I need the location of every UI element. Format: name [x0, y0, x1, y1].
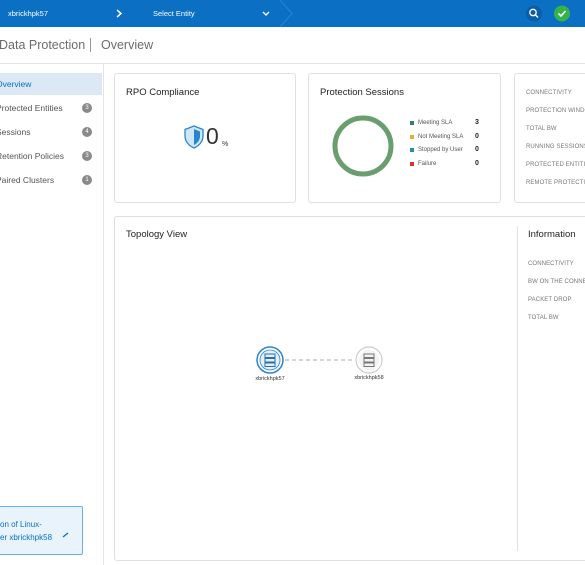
title-divider	[90, 38, 91, 52]
panel-divider	[517, 226, 518, 551]
cluster-selector[interactable]: xbrickhpk57	[8, 9, 49, 18]
notice-line: er xbrickhpk58	[0, 533, 53, 542]
summary-label: PROTECTION WINDOW	[526, 108, 585, 114]
rpo-unit: %	[222, 141, 229, 148]
info-label: BW ON THE CONNECTION	[528, 279, 585, 285]
page-subtitle: Overview	[101, 38, 154, 52]
node-icon[interactable]	[256, 346, 284, 374]
page-title: Data Protection	[0, 38, 86, 52]
node-label: xbrickhpk57	[255, 376, 285, 382]
info-label: CONNECTIVITY	[528, 261, 574, 267]
summary-label: CONNECTIVITY	[526, 90, 572, 96]
breadcrumb-separator	[279, 0, 293, 27]
summary-label: TOTAL BW	[526, 126, 557, 132]
nav-item[interactable]: Retention Policies 3	[0, 145, 102, 167]
header-rule	[0, 63, 585, 64]
legend-label: Not Meeting SLA	[418, 133, 464, 140]
entity-selector[interactable]: Select Entity	[153, 9, 195, 18]
legend-value: 0	[475, 132, 479, 140]
nav-label: Paired Clusters	[0, 175, 55, 185]
panel-title: Protection Sessions	[320, 87, 404, 98]
rpo-panel: RPO Compliance 0 %	[114, 73, 296, 203]
legend-swatch	[410, 121, 414, 125]
rpo-value: 0	[206, 123, 219, 149]
panel-title: RPO Compliance	[126, 87, 200, 98]
nav-label: Protected Entities	[0, 103, 63, 113]
sessions-donut	[332, 115, 394, 177]
dropdown-arrow	[262, 11, 270, 16]
legend-swatch	[410, 148, 414, 152]
topology-panel: Topology View Information xbrickhpk57 xb…	[114, 216, 585, 561]
nav-item[interactable]: Paired Clusters 1	[0, 169, 102, 191]
nav-badge: 3	[82, 103, 92, 113]
legend-value: 0	[475, 146, 479, 153]
notice-box	[0, 506, 83, 555]
nav-badge: 3	[82, 151, 92, 161]
notice-text: on of Linux-er xbrickhpk58	[0, 518, 52, 544]
panel-title: Information	[528, 229, 576, 240]
node-icon[interactable]	[355, 346, 383, 374]
info-label: PACKET DROP	[528, 297, 572, 303]
legend-value: 0	[475, 159, 479, 167]
nav-item[interactable]: Overview	[0, 73, 102, 95]
summary-panel: CONNECTIVITY PROTECTION WINDOW TOTAL BW RUN…	[514, 73, 585, 203]
chevron	[116, 9, 123, 18]
legend-swatch	[410, 161, 414, 166]
donut-segment	[332, 115, 394, 177]
nav-label: Retention Policies	[0, 151, 65, 161]
legend-value: 3	[475, 119, 479, 126]
info-label: TOTAL BW	[528, 315, 559, 321]
sidebar: Overview Protected Entities 3 Sessions 4 Rete…	[0, 64, 104, 565]
nav-item[interactable]: Protected Entities 3	[0, 97, 102, 119]
nav-badge: 4	[82, 127, 92, 137]
notice-line: on of Linux-	[0, 520, 42, 529]
nav-item[interactable]: Sessions 4	[0, 121, 102, 143]
search-button[interactable]	[526, 5, 542, 22]
sessions-panel: Protection Sessions Meeting SLA 3 Not Meet…	[308, 73, 501, 203]
information-list: CONNECTIVITY BW ON THE CONNECTION PACKET D…	[528, 217, 585, 557]
topology-graph	[256, 346, 383, 374]
nav-badge: 1	[82, 175, 92, 185]
legend-label: Failure	[418, 160, 437, 167]
panel-title: Topology View	[126, 229, 188, 240]
legend-swatch	[410, 134, 414, 139]
nav-label: Overview	[0, 79, 32, 89]
legend-label: Stopped by User	[418, 147, 463, 153]
node-label: xbrickhpk58	[354, 375, 384, 381]
summary-label: REMOTE PROTECTION	[526, 180, 585, 186]
top-bar-icons	[116, 0, 570, 27]
legend-label: Meeting SLA	[418, 120, 453, 126]
status-button[interactable]	[554, 5, 570, 22]
shield-icon	[184, 125, 204, 149]
summary-label: PROTECTED ENTITIES	[526, 162, 585, 168]
nav-label: Sessions	[0, 127, 31, 137]
summary-label: RUNNING SESSIONS	[526, 144, 585, 150]
edit-icon[interactable]	[62, 531, 70, 539]
